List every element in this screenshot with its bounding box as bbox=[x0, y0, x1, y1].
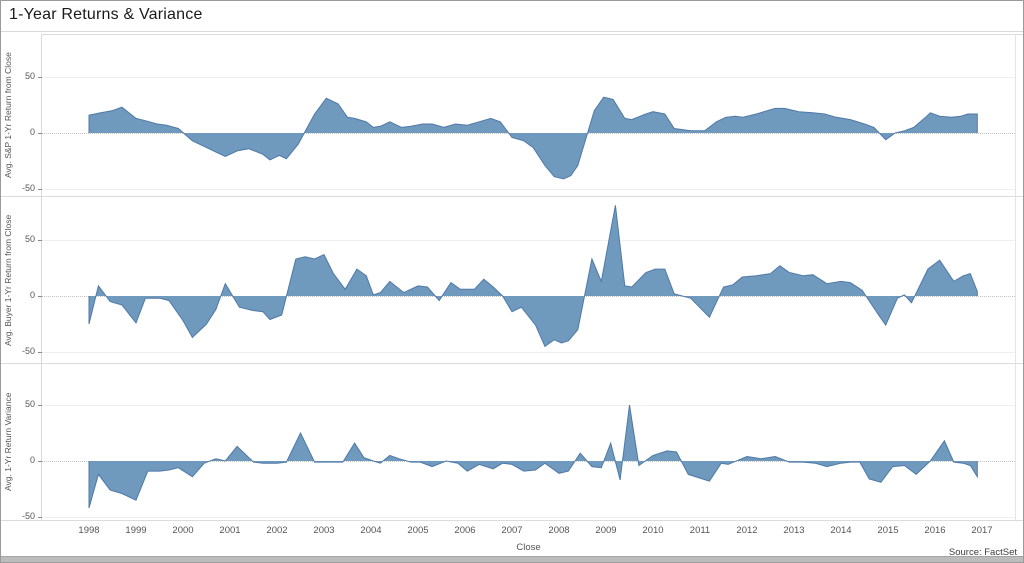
y-tick-label: 0 bbox=[29, 290, 35, 300]
x-tick-label: 2001 bbox=[219, 525, 241, 536]
gridline-plus50 bbox=[42, 240, 1015, 241]
x-tick-label: 2016 bbox=[924, 525, 946, 536]
x-tick-label: 2014 bbox=[830, 525, 852, 536]
gridline-plus50 bbox=[42, 77, 1015, 78]
plot-area-buyer-return bbox=[42, 197, 1015, 363]
panel-2: Avg. Buyer 1-Yr Return from Close 50 0 -50 bbox=[1, 197, 1023, 363]
gridline-minus50 bbox=[42, 189, 1015, 190]
source-caption: Source: FactSet bbox=[948, 547, 1017, 558]
x-tick-label: 2002 bbox=[266, 525, 288, 536]
y-tick-mark bbox=[38, 77, 42, 78]
plot-area-variance bbox=[42, 364, 1015, 520]
y-tick-label: 50 bbox=[24, 71, 35, 81]
x-tick-label: 1998 bbox=[78, 525, 100, 536]
x-tick-label: 2006 bbox=[454, 525, 476, 536]
x-tick-label: 1999 bbox=[125, 525, 147, 536]
area-mark-sp-return[interactable] bbox=[42, 34, 1015, 196]
panel-divider-1 bbox=[1, 196, 1023, 197]
y-tick-mark bbox=[38, 189, 42, 190]
x-tick-label: 2005 bbox=[407, 525, 429, 536]
x-axis-line bbox=[1, 520, 1023, 521]
y-tick-mark bbox=[38, 405, 42, 406]
y-tick-mark bbox=[38, 461, 42, 462]
gridline-minus50 bbox=[42, 517, 1015, 518]
y-tick-mark bbox=[38, 240, 42, 241]
y-axis-title-variance: Avg. 1-Yr Return Variance bbox=[3, 392, 13, 492]
x-tick-label: 2000 bbox=[172, 525, 194, 536]
x-tick-label: 2003 bbox=[313, 525, 335, 536]
x-tick-label: 2012 bbox=[736, 525, 758, 536]
window-bottom-chrome bbox=[1, 556, 1023, 562]
x-tick-label: 2013 bbox=[783, 525, 805, 536]
area-mark-buyer-return[interactable] bbox=[42, 197, 1015, 363]
y-axis-line bbox=[41, 34, 42, 520]
gridline-minus50 bbox=[42, 352, 1015, 353]
panel-3: Avg. 1-Yr Return Variance 50 0 -50 bbox=[1, 364, 1023, 521]
x-axis: Close Source: FactSet 1998 1999 2000 2001 20… bbox=[1, 520, 1023, 558]
y-tick-mark bbox=[38, 296, 42, 297]
x-tick-label: 2017 bbox=[971, 525, 993, 536]
y-tick-mark bbox=[38, 133, 42, 134]
y-axis-title-sp-return: Avg. S&P 1-Yr Return from Close bbox=[3, 52, 13, 178]
y-tick-label: -50 bbox=[21, 511, 35, 521]
title-divider bbox=[1, 31, 1023, 32]
panel-divider-2 bbox=[1, 363, 1023, 364]
x-tick-label: 2009 bbox=[595, 525, 617, 536]
y-tick-mark bbox=[38, 517, 42, 518]
x-axis-title: Close bbox=[516, 542, 541, 553]
y-axis-title-buyer-return: Avg. Buyer 1-Yr Return from Close bbox=[3, 214, 13, 346]
page-title: 1-Year Returns & Variance bbox=[9, 6, 203, 23]
plot-top-border bbox=[42, 34, 1023, 35]
y-tick-label: -50 bbox=[21, 183, 35, 193]
plot-area-sp-return bbox=[42, 34, 1015, 196]
y-tick-label: 0 bbox=[29, 455, 35, 465]
gridline-plus50 bbox=[42, 405, 1015, 406]
x-tick-label: 2010 bbox=[642, 525, 664, 536]
x-tick-label: 2015 bbox=[877, 525, 899, 536]
x-tick-label: 2011 bbox=[689, 525, 711, 536]
panel-1: Avg. S&P 1-Yr Return from Close 50 0 -50 bbox=[1, 34, 1023, 196]
y-tick-label: -50 bbox=[21, 346, 35, 356]
y-tick-label: 50 bbox=[24, 399, 35, 409]
y-tick-label: 0 bbox=[29, 127, 35, 137]
area-mark-variance[interactable] bbox=[42, 364, 1015, 520]
x-tick-label: 2004 bbox=[360, 525, 382, 536]
plot-right-border bbox=[1015, 34, 1016, 520]
x-tick-label: 2008 bbox=[548, 525, 570, 536]
x-tick-label: 2007 bbox=[501, 525, 523, 536]
y-tick-mark bbox=[38, 352, 42, 353]
y-tick-label: 50 bbox=[24, 234, 35, 244]
